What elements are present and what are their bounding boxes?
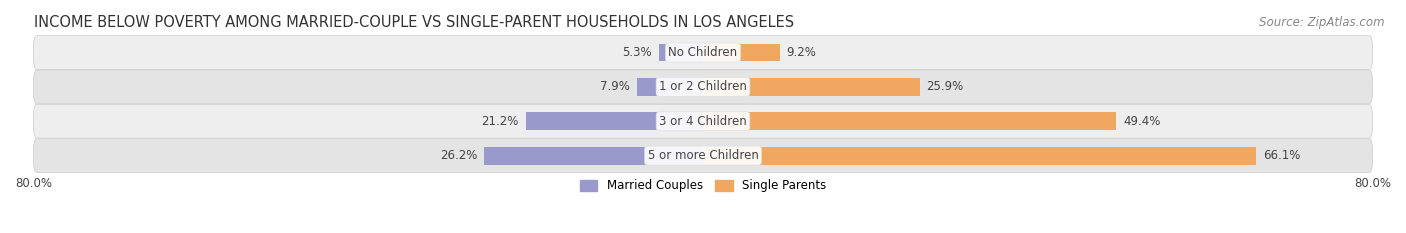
Text: INCOME BELOW POVERTY AMONG MARRIED-COUPLE VS SINGLE-PARENT HOUSEHOLDS IN LOS ANG: INCOME BELOW POVERTY AMONG MARRIED-COUPL… [34, 15, 793, 30]
Bar [526, 112, 703, 130]
Text: 26.2%: 26.2% [440, 149, 477, 162]
Bar [703, 112, 1116, 130]
FancyBboxPatch shape [34, 36, 1372, 69]
Bar [658, 44, 703, 62]
Bar [703, 147, 1256, 164]
Bar [703, 78, 920, 96]
Bar [637, 78, 703, 96]
Bar [703, 44, 780, 62]
FancyBboxPatch shape [34, 70, 1372, 104]
FancyBboxPatch shape [34, 104, 1372, 138]
Text: 21.2%: 21.2% [481, 115, 519, 128]
Legend: Married Couples, Single Parents: Married Couples, Single Parents [575, 175, 831, 197]
Text: 1 or 2 Children: 1 or 2 Children [659, 80, 747, 93]
Text: 25.9%: 25.9% [927, 80, 963, 93]
Text: 49.4%: 49.4% [1123, 115, 1160, 128]
Text: No Children: No Children [668, 46, 738, 59]
Text: 9.2%: 9.2% [787, 46, 817, 59]
Text: Source: ZipAtlas.com: Source: ZipAtlas.com [1260, 16, 1385, 29]
Text: 5.3%: 5.3% [623, 46, 652, 59]
Text: 66.1%: 66.1% [1263, 149, 1301, 162]
Text: 5 or more Children: 5 or more Children [648, 149, 758, 162]
Bar [484, 147, 703, 164]
Text: 7.9%: 7.9% [600, 80, 630, 93]
FancyBboxPatch shape [34, 139, 1372, 172]
Text: 3 or 4 Children: 3 or 4 Children [659, 115, 747, 128]
